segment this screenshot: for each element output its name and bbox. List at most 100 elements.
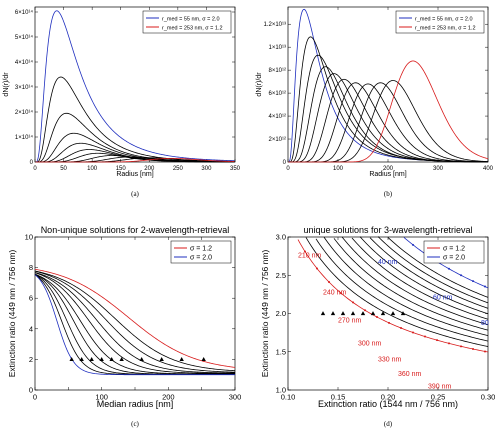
series-line: [359, 236, 489, 315]
series-line: [35, 112, 235, 163]
marker-triangle: [390, 311, 396, 316]
blue-annotation: 80: [481, 320, 489, 327]
figure-caption: (b): [384, 190, 393, 198]
red-annotation: 330 nm: [378, 357, 402, 364]
x-axis-label: Radius [nm]: [369, 171, 406, 178]
legend-label: r_med = 55 nm, σ = 2.0: [415, 17, 473, 23]
x-tick-label: 0.30: [481, 393, 496, 402]
y-axis-label: Extinction ratio (449 nm / 756 nm): [260, 250, 270, 378]
red-annotation: 390 nm: [428, 383, 452, 390]
y-tick-label: 5×10¹⁴: [15, 34, 34, 41]
x-tick-label: 0: [33, 166, 37, 172]
y-axis-label: dN(r)/dr: [3, 72, 10, 97]
y-axis-label: dN(r)/dr: [256, 72, 263, 97]
series-line: [34, 270, 236, 372]
y-tick-label: 1.0: [276, 386, 286, 395]
y-tick-label: 10: [25, 233, 33, 242]
series-line: [351, 237, 489, 320]
series-line: [288, 83, 489, 163]
series-point: [328, 281, 330, 284]
legend-label: r_med = 55 nm, σ = 2.0: [162, 17, 220, 23]
plot-frame: [34, 6, 236, 163]
series-point: [352, 301, 354, 304]
series-point: [400, 327, 402, 330]
legend-label: σ = 1.2: [190, 246, 212, 253]
x-tick-label: 300: [201, 166, 212, 172]
y-tick-label: 8: [29, 263, 33, 272]
marker-triangle: [320, 311, 326, 316]
series-line: [34, 272, 236, 374]
y-tick-label: 0: [29, 386, 33, 395]
series-line: [34, 272, 236, 374]
chart-b: 0 100 200 300 400 0 2×10¹² 4×10¹² 6×10¹² 8×10¹² 1×…: [256, 6, 494, 198]
legend-label: σ = 1.2: [443, 246, 465, 253]
series-line: [34, 274, 235, 376]
red-annotation: 240 nm: [323, 289, 347, 296]
y-tick-label: 8×10¹²: [268, 68, 286, 74]
chart-a: 0 50 100 150 200 250 300 350 0 1×10¹⁴ 2×10¹⁴ 3×10¹⁴…: [3, 6, 241, 198]
x-tick-label: 300: [433, 166, 444, 172]
y-tick-label: 4×10¹²: [268, 114, 286, 120]
y-tick-label: 2.5: [276, 271, 286, 280]
y-tick-label: 2×10¹²: [268, 137, 286, 143]
series-line: [305, 237, 489, 347]
figure-caption: (a): [131, 190, 139, 198]
red-annotation: 360 nm: [398, 371, 422, 378]
x-tick-label: 0: [286, 166, 290, 172]
series-line: [333, 238, 489, 331]
x-tick-label: 0: [33, 393, 37, 402]
series-point: [436, 339, 438, 342]
chart-c: 0 100 200 300 0 2 4 6 8 10 Median radius [nm] Extin…: [7, 225, 241, 428]
series-line: [315, 238, 489, 342]
marker-triangle: [99, 357, 104, 361]
y-tick-label: 2.0: [276, 309, 286, 318]
marker-triangle: [79, 357, 84, 361]
legend-label: σ = 2.0: [190, 255, 212, 262]
y-tick-label: 1×10¹⁴: [15, 134, 34, 141]
series-line: [35, 10, 235, 163]
marker-triangle: [360, 311, 366, 316]
y-tick-label: 2: [29, 355, 33, 364]
series-line: [387, 237, 489, 298]
legend-label: r_med = 253 nm, σ = 1.2: [415, 26, 476, 32]
series-point: [340, 292, 342, 295]
y-tick-label: 2×10¹⁴: [15, 109, 34, 116]
y-tick-label: 4×10¹⁴: [15, 59, 34, 66]
series-point: [424, 335, 426, 338]
x-tick-label: 150: [116, 166, 127, 172]
x-tick-label: 0.15: [331, 393, 346, 402]
y-tick-label: 3×10¹⁴: [15, 84, 34, 91]
series-line: [34, 268, 236, 368]
series-line: [288, 60, 489, 163]
series-line: [34, 273, 236, 375]
marker-triangle: [201, 357, 206, 361]
series-point: [472, 280, 474, 283]
x-tick-label: 250: [173, 166, 184, 172]
y-tick-label: 1.2×10¹³: [263, 22, 286, 28]
series-line: [288, 82, 489, 163]
x-tick-label: 0.10: [281, 393, 296, 402]
series-line: [34, 274, 235, 375]
series-line: [288, 80, 489, 163]
figure-caption: (c): [131, 420, 139, 428]
marker-triangle: [159, 357, 164, 361]
y-axis-label: Extinction ratio (449 nm / 756 nm): [7, 250, 17, 378]
series-point: [376, 316, 378, 319]
series-point: [448, 267, 450, 270]
series-line: [403, 237, 489, 289]
y-tick-label: 0: [30, 160, 34, 166]
series-line: [34, 273, 235, 375]
y-tick-label: 6×10¹²: [268, 91, 286, 97]
marker-triangle: [89, 357, 94, 361]
chart-title: Non-unique solutions for 2-wavelength-re…: [41, 225, 230, 235]
marker-triangle: [330, 311, 336, 316]
blue-annotation: 60 nm: [433, 295, 453, 302]
series-point: [484, 350, 486, 353]
marker-triangle: [400, 311, 406, 316]
x-axis-label: Extinction ratio (1544 nm / 756 nm): [318, 399, 458, 409]
x-tick-label: 300: [229, 393, 242, 402]
y-tick-label: 4: [29, 324, 33, 333]
series-point: [472, 348, 474, 351]
marker-triangle: [119, 357, 124, 361]
x-tick-label: 350: [230, 166, 241, 172]
